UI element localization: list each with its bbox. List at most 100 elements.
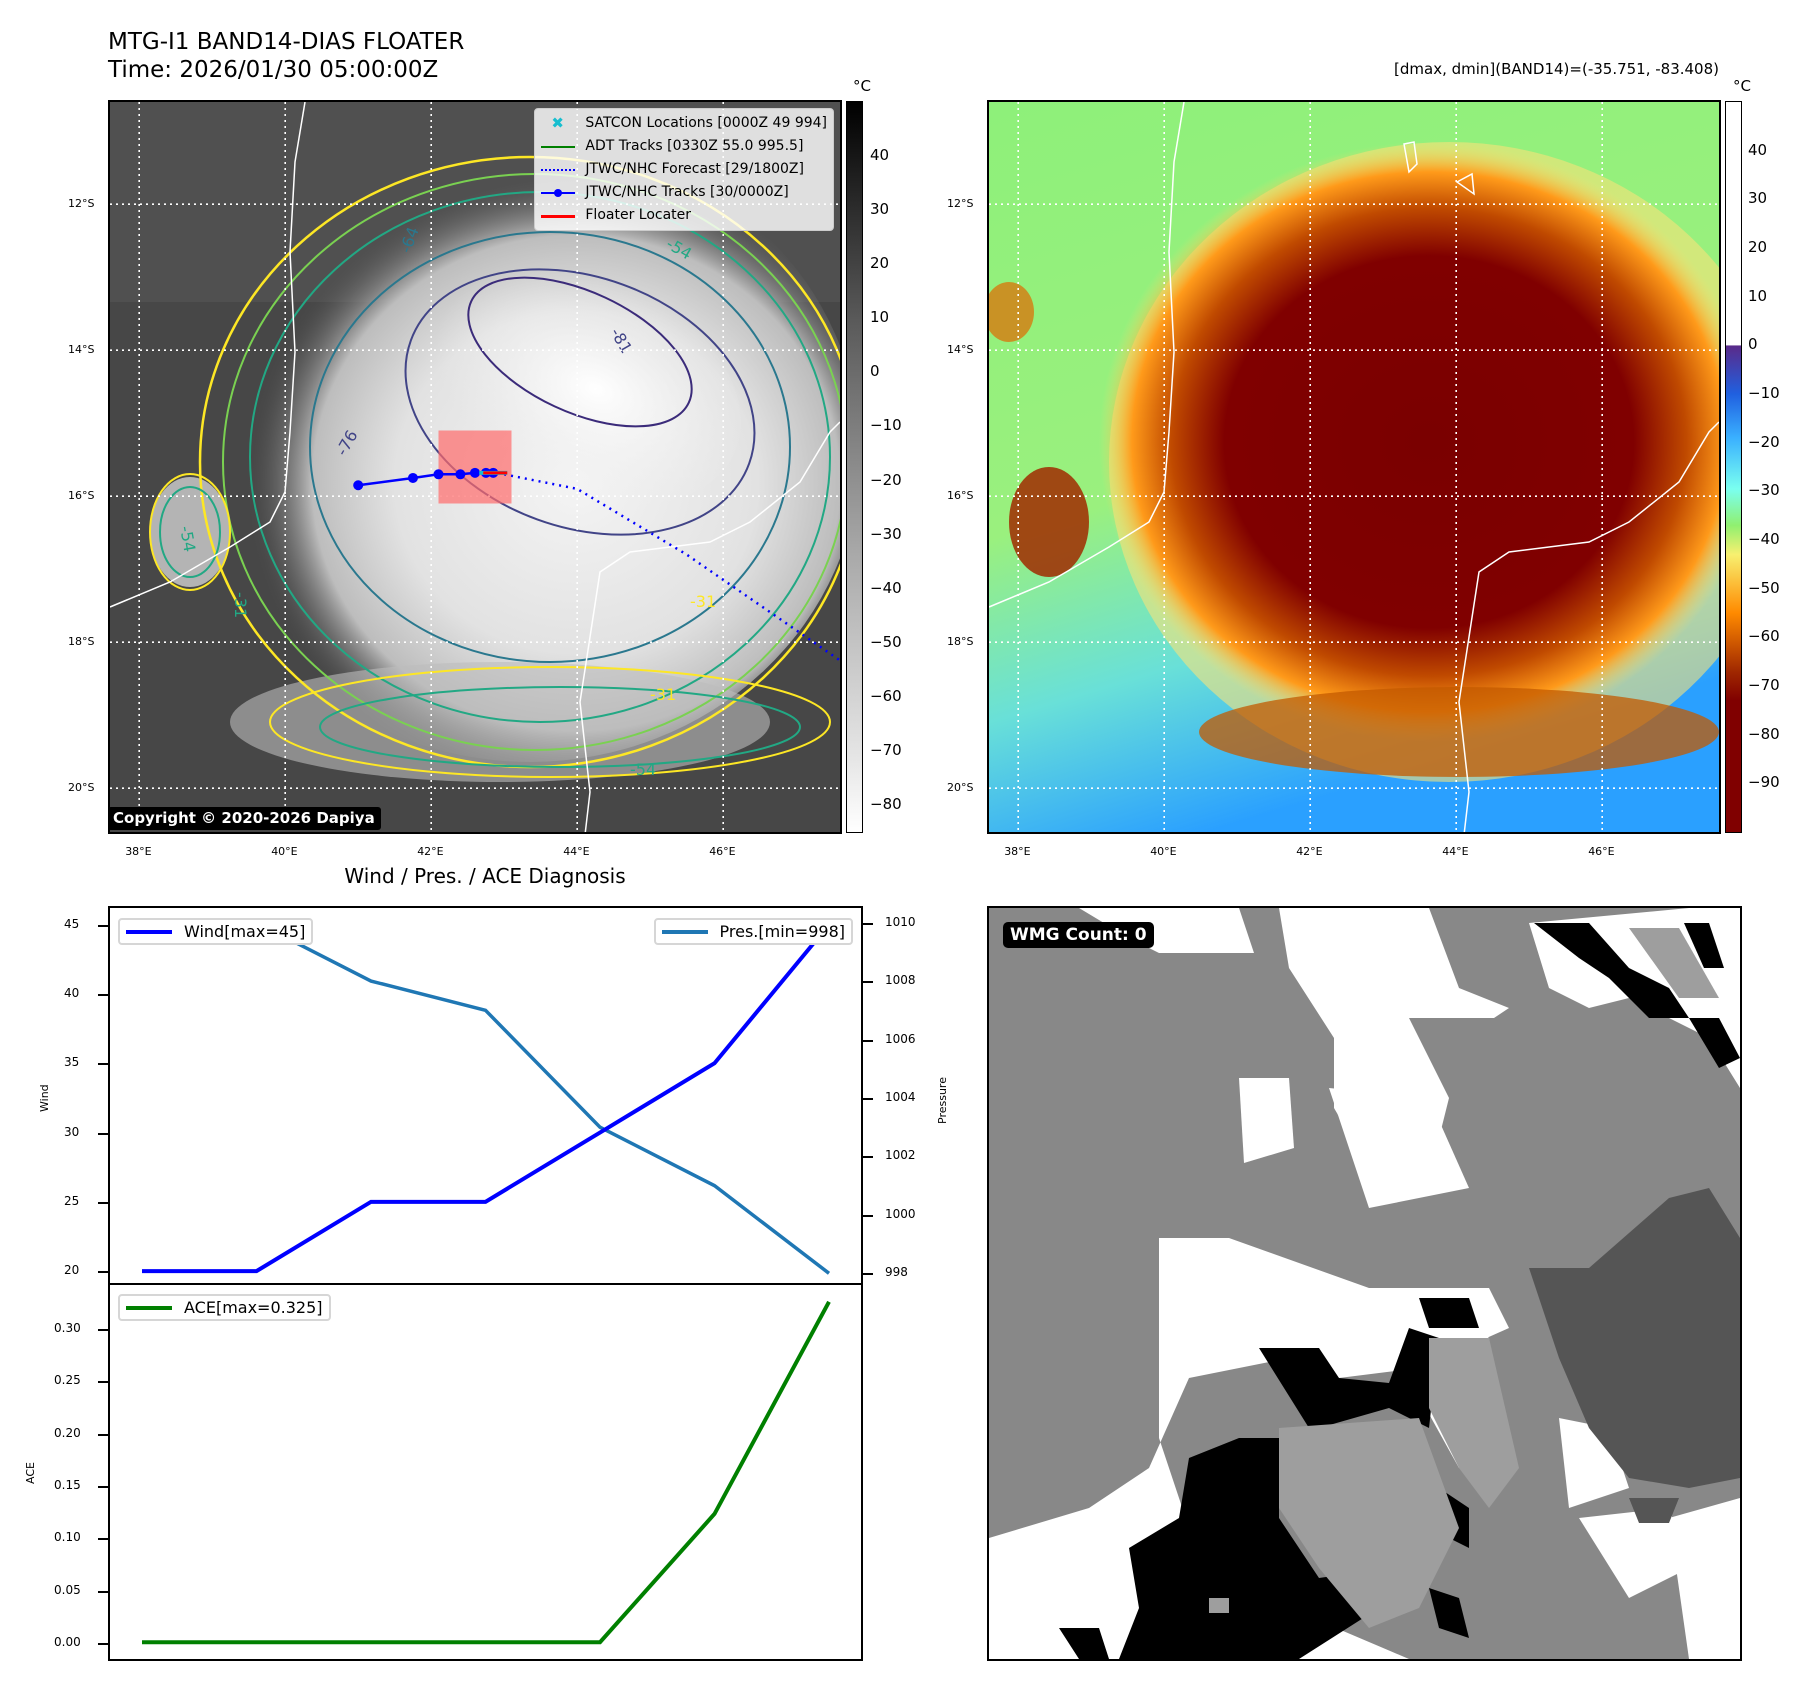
tick-mark — [98, 993, 108, 996]
wmg-count-badge: WMG Count: 0 — [1003, 922, 1154, 948]
wind-tick-label: 40 — [64, 985, 80, 1000]
copyright-badge: Copyright © 2020-2026 Dapiya — [110, 807, 381, 830]
tick-mark — [863, 1156, 873, 1159]
legend-item-forecast: JTWC/NHC Forecast [29/1800Z] — [541, 158, 827, 181]
colorbar-tick-label: −20 — [1748, 432, 1780, 451]
contour-label: -31 — [650, 685, 676, 704]
colorbar-tick-label: 20 — [1748, 238, 1768, 256]
legend-label: ADT Tracks [0330Z 55.0 995.5] — [585, 138, 804, 154]
colorbar-tick-label: −90 — [1748, 773, 1780, 792]
figure-time: Time: 2026/01/30 05:00:00Z — [108, 57, 439, 83]
colorbar-tick-label: −40 — [1748, 530, 1780, 548]
lat-tick-label: 20°S — [947, 781, 974, 795]
colorbar-tick-label: 10 — [870, 308, 890, 327]
legend-item-adt: ADT Tracks [0330Z 55.0 995.5] — [541, 135, 827, 158]
pressure-tick-label: 998 — [885, 1265, 908, 1280]
line-icon — [541, 211, 576, 221]
colorbar-tick-label: −50 — [1748, 578, 1780, 597]
wind-tick-label: 20 — [64, 1263, 80, 1278]
wind-legend-label: Wind[max=45] — [184, 922, 306, 941]
contour-minus64 — [309, 231, 791, 663]
lat-tick-label: 12°S — [947, 197, 974, 211]
x-marker-icon: ✖ — [551, 113, 564, 132]
wind-pressure-canvas — [142, 920, 831, 1275]
wind-tick-label: 35 — [64, 1055, 80, 1070]
line-icon — [126, 1305, 172, 1310]
colorbar-tick-label: −70 — [870, 740, 902, 759]
colorbar-tick-label: −80 — [870, 794, 902, 813]
ir-colorbar-unit: °C — [853, 77, 871, 95]
tick-mark — [863, 922, 873, 925]
colorbar-tick-label: −60 — [870, 686, 902, 705]
graticule — [989, 102, 1719, 832]
ace-plot: ACE[max=0.325] — [108, 1283, 863, 1661]
pressure-tick-label: 1002 — [885, 1148, 916, 1163]
band14-range: [dmax, dmin](BAND14)=(-35.751, -83.408) — [1394, 60, 1719, 78]
wmg-panel: WMG Count: 0 — [987, 906, 1742, 1661]
pressure-legend: Pres.[min=998] — [653, 918, 853, 945]
awv-colorbar — [1725, 101, 1742, 833]
lat-tick-label: 16°S — [68, 489, 95, 503]
contour-label: -54 — [176, 524, 199, 553]
tick-mark — [98, 1132, 108, 1135]
lon-tick-label: 44°E — [1442, 845, 1469, 858]
colorbar-tick-label: −60 — [1748, 627, 1780, 646]
wind-tick-label: 45 — [64, 916, 80, 931]
colorbar-tick-label: −30 — [870, 524, 902, 543]
awv-colorbar-unit: °C — [1733, 77, 1751, 95]
contour-label: -54 — [630, 760, 656, 779]
legend-item-floater: Floater Locater — [541, 204, 827, 227]
track-point — [470, 467, 480, 478]
figure-title-line1: MTG-I1 BAND14-DIAS FLOATER — [108, 29, 465, 55]
colorbar-tick-label: 40 — [870, 146, 890, 165]
colorbar-tick-label: −70 — [1748, 676, 1780, 694]
lon-tick-label: 46°E — [1588, 845, 1615, 858]
lon-tick-label: 42°E — [1296, 845, 1323, 858]
series-line-pres — [142, 920, 831, 1275]
colorbar-tick-label: 0 — [870, 362, 880, 381]
lat-tick-label: 18°S — [68, 635, 95, 649]
tick-mark — [98, 1538, 108, 1541]
contour-label: -31 — [690, 592, 716, 611]
tick-mark — [98, 1433, 108, 1436]
lat-tick-label: 18°S — [947, 635, 974, 649]
legend-item-satcon: ✖ SATCON Locations [0000Z 49 994] — [541, 112, 827, 135]
wind-legend: Wind[max=45] — [118, 918, 314, 945]
colorbar-tick-label: 0 — [1748, 335, 1758, 354]
wind-tick-label: 30 — [64, 1124, 80, 1139]
awv-map-panel — [987, 100, 1721, 834]
ace-axis-title: ACE — [24, 1462, 37, 1484]
pressure-tick-label: 1004 — [885, 1089, 916, 1104]
line-icon — [661, 929, 708, 934]
tick-mark — [98, 1590, 108, 1593]
lon-tick-label: 40°E — [1150, 845, 1177, 858]
tick-mark — [98, 1271, 108, 1274]
forecast-track — [503, 473, 840, 662]
lat-tick-label: 16°S — [947, 489, 974, 503]
ace-tick-label: 0.05 — [54, 1582, 81, 1597]
lon-tick-label: 38°E — [1004, 845, 1031, 858]
coastline — [579, 421, 840, 832]
ir-colorbar — [846, 101, 863, 833]
legend-label: JTWC/NHC Tracks [30/0000Z] — [585, 184, 789, 200]
tick-mark — [863, 981, 873, 984]
ace-canvas — [142, 1300, 831, 1645]
pressure-legend-label: Pres.[min=998] — [719, 922, 845, 941]
pressure-tick-label: 1000 — [885, 1206, 916, 1221]
lon-tick-label: 38°E — [125, 845, 152, 858]
legend-label: JTWC/NHC Forecast [29/1800Z] — [585, 161, 804, 177]
colorbar-tick-label: −30 — [1748, 481, 1780, 500]
tick-mark — [863, 1273, 873, 1276]
tick-mark — [98, 1201, 108, 1204]
ace-tick-label: 0.25 — [54, 1373, 81, 1388]
map-legend: ✖ SATCON Locations [0000Z 49 994] ADT Tr… — [534, 108, 834, 231]
colorbar-tick-label: −10 — [870, 416, 902, 435]
wmg-canvas — [989, 908, 1740, 1659]
wind-pressure-plot: Wind[max=45] Pres.[min=998] — [108, 906, 863, 1285]
dotted-line-icon — [541, 165, 576, 175]
contour-minus76 — [404, 268, 756, 536]
colorbar-tick-label: 30 — [870, 200, 890, 219]
lon-tick-label: 46°E — [709, 845, 736, 858]
pressure-axis-title: Pressure — [936, 1077, 949, 1124]
lat-tick-label: 20°S — [68, 781, 95, 795]
